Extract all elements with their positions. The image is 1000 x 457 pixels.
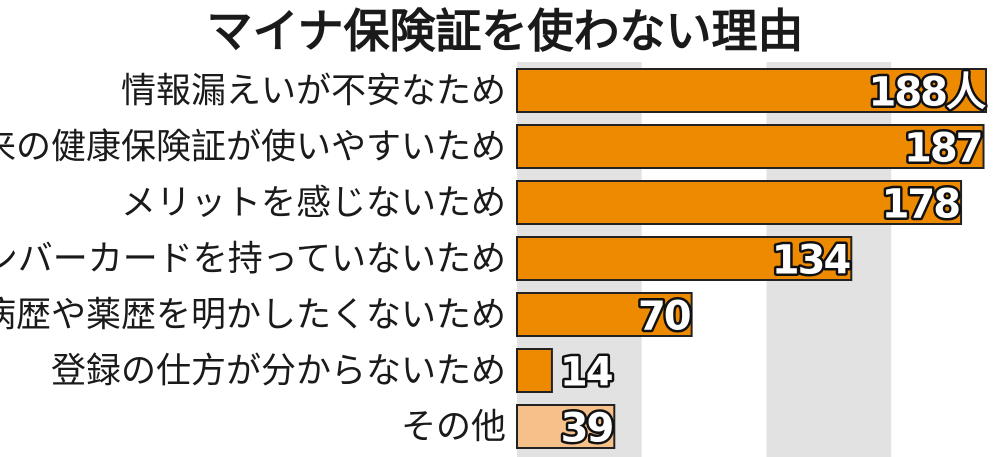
- bars: [516, 68, 988, 449]
- category-label-3: マイナンバーカードを持っていないため: [0, 240, 506, 280]
- value-label-3: 134: [772, 238, 850, 284]
- category-label-2: メリットを感じないため: [121, 184, 506, 224]
- category-label-4: 病歴や薬歴を明かしたくないため: [0, 296, 506, 336]
- value-label-6: 39: [561, 406, 613, 452]
- bar-1: [516, 124, 985, 169]
- category-labels: 情報漏えいが不安なため従来の健康保険証が使いやすいためメリットを感じないためマイ…: [0, 72, 506, 448]
- bar-3: [516, 236, 853, 281]
- value-label-5: 14: [560, 350, 612, 396]
- chart-title: マイナ保険証を使わない理由: [206, 4, 803, 58]
- bar-6: [516, 404, 616, 449]
- category-label-0: 情報漏えいが不安なため: [121, 72, 506, 112]
- bar-5: [516, 348, 553, 393]
- value-label-2: 178: [882, 182, 960, 228]
- bar-2: [516, 180, 963, 225]
- value-label-0: 188人: [869, 70, 986, 116]
- value-label-1: 187: [904, 126, 982, 172]
- bar-4: [516, 292, 693, 337]
- category-label-6: その他: [401, 408, 506, 448]
- value-labels: 188人 187 178 134 70 14 39: [557, 67, 990, 454]
- value-label-4: 70: [638, 294, 690, 340]
- category-label-1: 従来の健康保険証が使いやすいため: [0, 128, 506, 168]
- bar-0: [516, 68, 988, 113]
- category-label-5: 登録の仕方が分からないため: [51, 352, 506, 392]
